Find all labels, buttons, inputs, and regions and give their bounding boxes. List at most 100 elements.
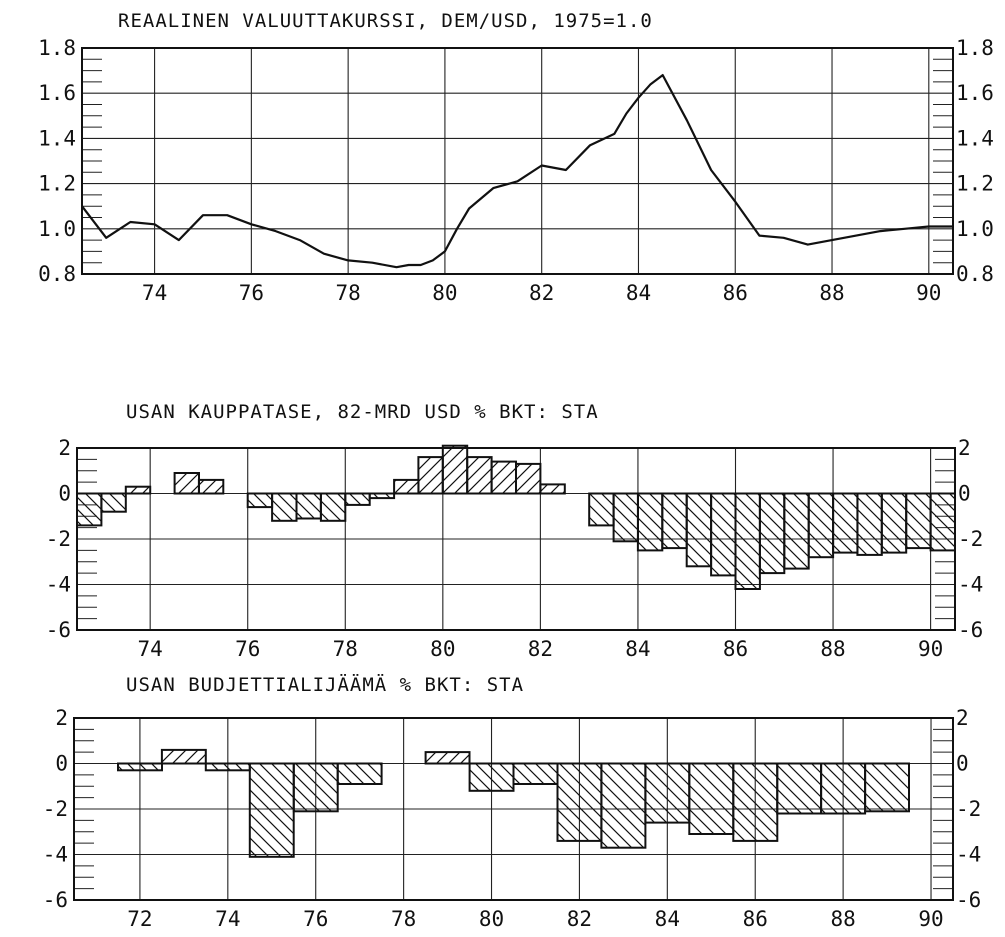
y-tick-label-left: -6 bbox=[43, 888, 68, 912]
deficit-bar bbox=[864, 762, 910, 813]
y-tick-label-left: 0.8 bbox=[38, 262, 76, 286]
deficit-bar bbox=[556, 762, 603, 842]
plot-frame bbox=[81, 47, 954, 275]
deficit-bar bbox=[710, 492, 737, 577]
deficit-bar bbox=[612, 492, 639, 543]
deficit-bar bbox=[468, 762, 515, 792]
deficit-bar bbox=[512, 762, 559, 785]
y-tick-label-right: -4 bbox=[956, 843, 981, 867]
x-tick-label: 86 bbox=[743, 907, 768, 931]
deficit-bar bbox=[271, 492, 298, 522]
surplus-bar bbox=[490, 460, 518, 495]
y-tick-label-left: -4 bbox=[46, 573, 71, 597]
y-tick-label-right: 2 bbox=[958, 436, 971, 460]
y-tick-label-right: -6 bbox=[956, 888, 981, 912]
deficit-bar bbox=[344, 492, 371, 506]
x-tick-label: 78 bbox=[335, 281, 360, 305]
x-tick-label: 72 bbox=[127, 907, 152, 931]
budget-balance-panel: -6 -6 -4 -4 -2 -2 0 0 2 2 72 74 76 78 80 82 84 86 88 90 bbox=[43, 706, 982, 931]
x-tick-label: 90 bbox=[918, 907, 943, 931]
surplus-bar bbox=[466, 456, 493, 495]
y-tick-label-right: -4 bbox=[958, 573, 983, 597]
y-tick-label-right: 0.8 bbox=[956, 262, 994, 286]
y-tick-label-right: 2 bbox=[956, 706, 969, 730]
deficit-bar bbox=[336, 762, 383, 785]
y-tick-label-left: -2 bbox=[43, 797, 68, 821]
plot-frame bbox=[73, 717, 954, 901]
x-tick-label: 76 bbox=[303, 907, 328, 931]
deficit-bar bbox=[820, 762, 867, 815]
deficit-bar bbox=[644, 762, 691, 824]
deficit-bar bbox=[832, 492, 859, 554]
y-tick-label-left: 0 bbox=[58, 482, 71, 506]
surplus-bar bbox=[393, 478, 420, 495]
surplus-bar bbox=[515, 462, 542, 495]
deficit-bar bbox=[688, 762, 735, 835]
exchange-rate-line bbox=[81, 74, 953, 269]
y-tick-label-right: 0 bbox=[958, 482, 971, 506]
y-tick-label-right: 1.4 bbox=[956, 126, 994, 150]
y-tick-label-right: -2 bbox=[956, 797, 981, 821]
x-tick-label: 78 bbox=[333, 637, 358, 661]
x-tick-label: 88 bbox=[819, 281, 844, 305]
surplus-bar bbox=[539, 483, 566, 495]
panel-3-title: USAN BUDJETTIALIJÄÄMÄ % BKT: STA bbox=[126, 673, 524, 696]
panel-1-title: REAALINEN VALUUTTAKURSSI, DEM/USD, 1975=… bbox=[118, 10, 653, 32]
deficit-bar bbox=[905, 492, 932, 550]
deficit-bar bbox=[117, 762, 163, 772]
y-tick-label-left: 2 bbox=[55, 706, 68, 730]
y-tick-label-right: 0 bbox=[956, 752, 969, 776]
x-tick-label: 74 bbox=[138, 637, 163, 661]
surplus-bar bbox=[124, 485, 152, 495]
panel-2-title: USAN KAUPPATASE, 82-MRD USD % BKT: STA bbox=[126, 401, 599, 423]
deficit-bar bbox=[685, 492, 713, 568]
y-tick-label-right: 1.6 bbox=[956, 81, 994, 105]
x-tick-label: 82 bbox=[529, 281, 554, 305]
x-tick-label: 84 bbox=[626, 281, 651, 305]
exchange-rate-panel: 0.8 0.8 1.0 1.0 1.2 1.2 1.4 1.4 1.6 1.6 1.8 1.8 74 76… bbox=[38, 36, 994, 305]
y-tick-label-left: 0 bbox=[55, 752, 68, 776]
x-tick-label: 80 bbox=[479, 907, 504, 931]
surplus-bar bbox=[197, 478, 225, 495]
y-tick-label-right: 1.0 bbox=[956, 217, 994, 241]
y-tick-label-left: -4 bbox=[43, 843, 68, 867]
deficit-bar bbox=[856, 492, 883, 556]
y-tick-label-right: -6 bbox=[958, 618, 983, 642]
x-tick-label: 88 bbox=[820, 637, 845, 661]
x-tick-label: 80 bbox=[432, 281, 457, 305]
x-tick-label: 90 bbox=[918, 637, 943, 661]
x-tick-label: 80 bbox=[430, 637, 455, 661]
deficit-bar bbox=[776, 762, 823, 815]
deficit-bar bbox=[734, 492, 761, 590]
y-tick-label-left: 2 bbox=[58, 436, 71, 460]
x-tick-label: 86 bbox=[723, 281, 748, 305]
y-tick-label-left: 1.4 bbox=[38, 126, 76, 150]
x-tick-label: 86 bbox=[723, 637, 748, 661]
plot-frame bbox=[76, 447, 956, 631]
deficit-bar bbox=[880, 492, 908, 554]
y-tick-label-left: 1.0 bbox=[38, 217, 76, 241]
x-tick-label: 90 bbox=[916, 281, 941, 305]
y-tick-label-left: 1.8 bbox=[38, 36, 76, 60]
surplus-bar bbox=[417, 456, 444, 495]
x-tick-label: 74 bbox=[215, 907, 240, 931]
trade-balance-panel: -6 -6 -4 -4 -2 -2 0 0 2 2 74 76 78 80 82 84 86 88 90 bbox=[46, 436, 984, 661]
deficit-bar bbox=[732, 762, 779, 842]
x-tick-label: 82 bbox=[528, 637, 553, 661]
deficit-bar bbox=[368, 492, 396, 500]
deficit-bar bbox=[204, 762, 251, 772]
x-tick-label: 78 bbox=[391, 907, 416, 931]
x-tick-label: 88 bbox=[830, 907, 855, 931]
deficit-bar bbox=[929, 492, 956, 552]
deficit-bar bbox=[295, 492, 322, 520]
x-tick-label: 76 bbox=[239, 281, 264, 305]
deficit-bar bbox=[807, 492, 835, 559]
y-tick-label-left: -6 bbox=[46, 618, 71, 642]
deficit-bar bbox=[248, 762, 295, 858]
surplus-bar bbox=[441, 444, 469, 495]
deficit-bar bbox=[783, 492, 810, 570]
deficit-bar bbox=[246, 492, 274, 509]
x-tick-label: 76 bbox=[235, 637, 260, 661]
